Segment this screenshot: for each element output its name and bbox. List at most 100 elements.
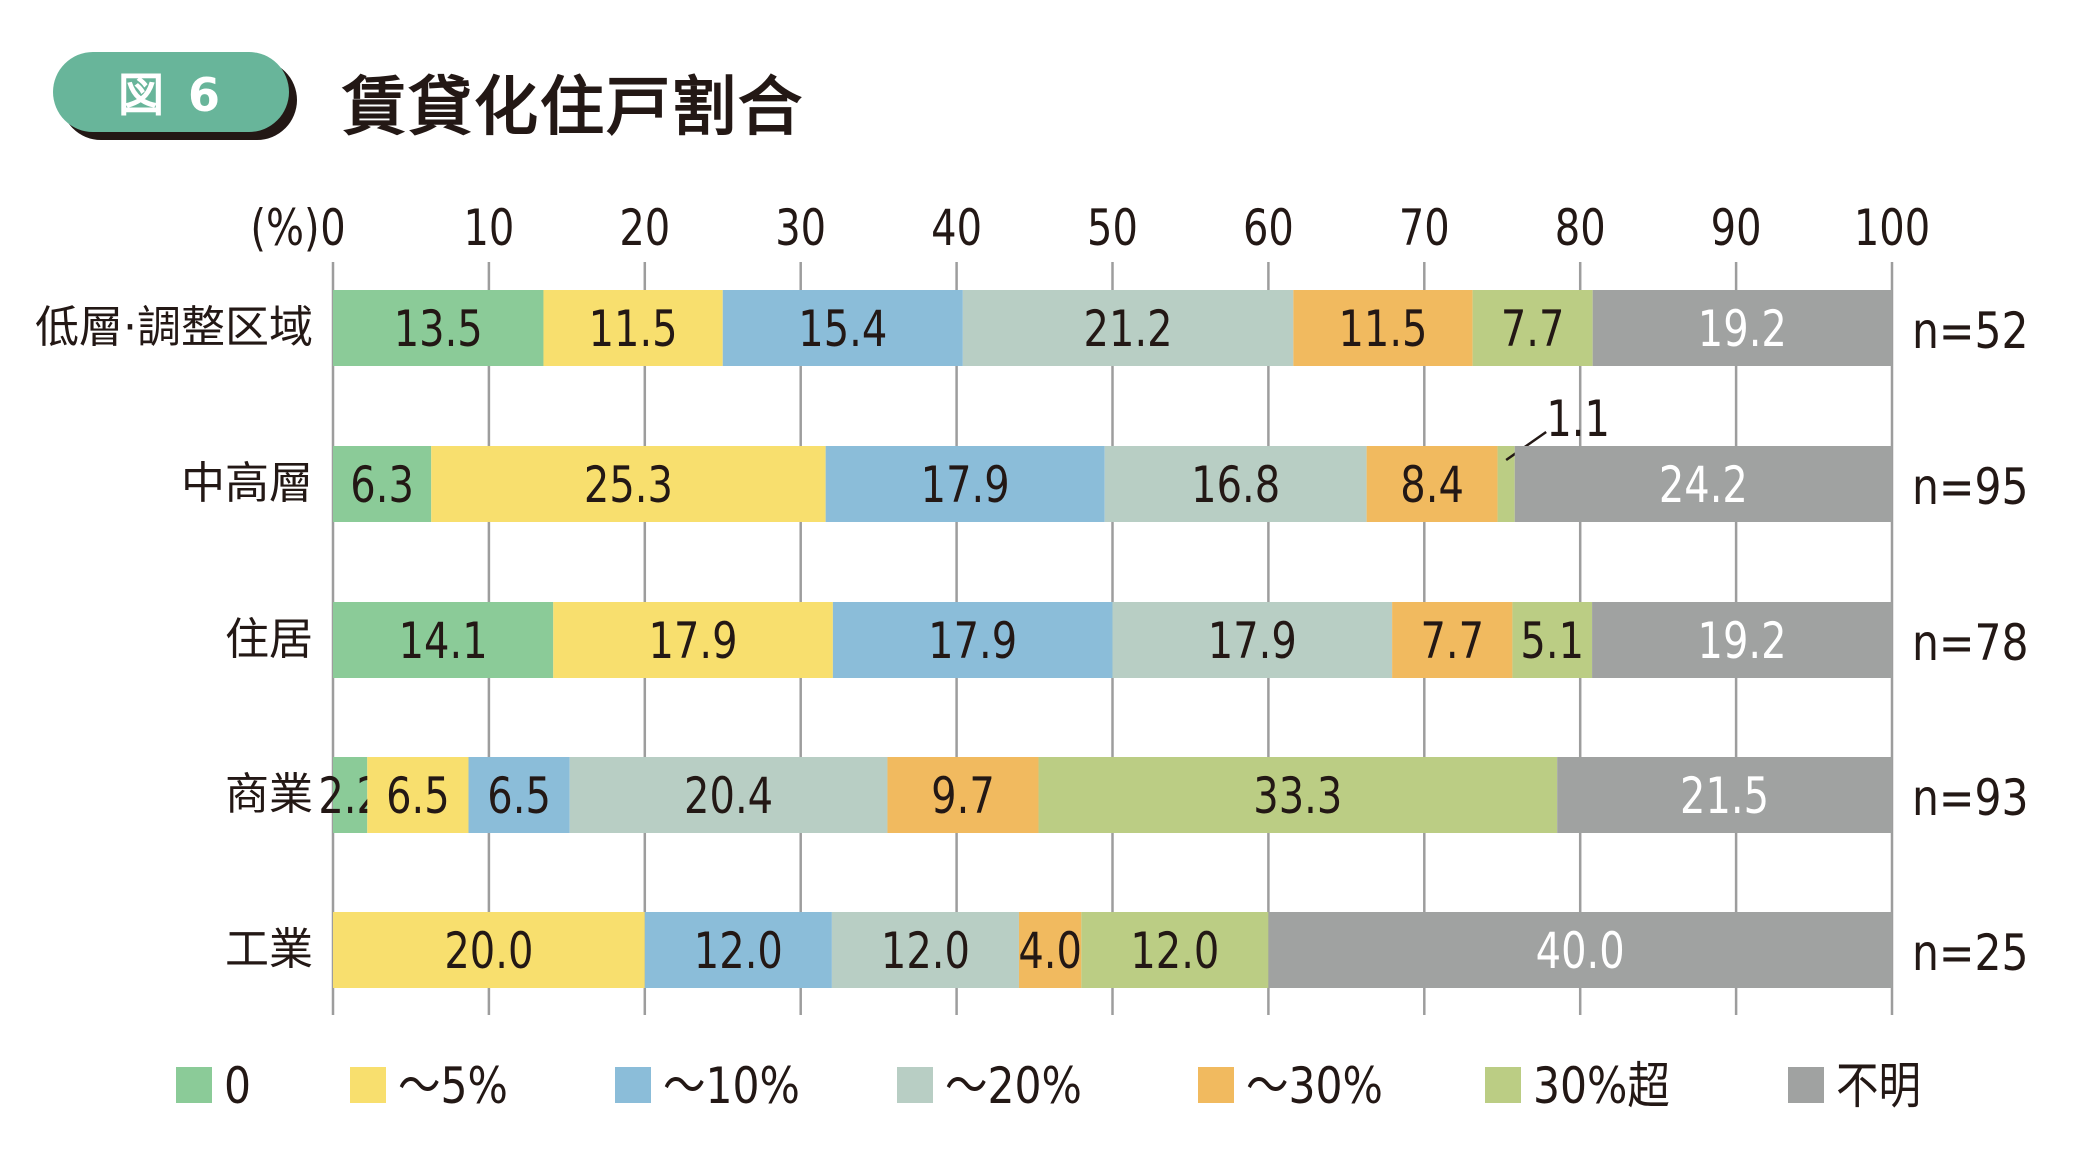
bar-segment [553, 602, 833, 678]
bar-segment [333, 446, 432, 522]
data-label: 15.4 [798, 300, 887, 359]
data-label: 6.5 [487, 767, 551, 826]
bar-segment [1112, 602, 1393, 678]
bar-segment [1392, 602, 1513, 678]
x-axis-unit-label: (%) [250, 199, 319, 258]
bar-segment [887, 757, 1039, 833]
data-label: 21.2 [1084, 300, 1173, 359]
data-label: 40.0 [1536, 922, 1625, 981]
sample-size-label: n=25 [1912, 924, 2029, 982]
legend-swatch [350, 1067, 386, 1103]
bar-segment [1081, 912, 1269, 988]
bar-segment [569, 757, 888, 833]
x-tick-label: 70 [1399, 199, 1450, 258]
legend-label: ～5% [398, 1057, 508, 1115]
data-label: 7.7 [1501, 300, 1565, 359]
data-label: 5.1 [1520, 612, 1584, 671]
bar-segment [333, 912, 645, 988]
x-tick-label: 0 [320, 199, 345, 258]
x-tick-label: 60 [1243, 199, 1294, 258]
x-tick-label: 20 [619, 199, 670, 258]
bar-segment [367, 757, 469, 833]
legend-label: ～30% [1246, 1057, 1383, 1115]
data-label: 9.7 [931, 767, 995, 826]
sample-size-label: n=93 [1912, 769, 2029, 827]
sample-size-label: n=52 [1912, 302, 2029, 360]
bar-segment [1018, 912, 1082, 988]
figure-badge: 図 6 [53, 52, 297, 140]
bar-segment [1293, 290, 1473, 366]
bar-segment [1366, 446, 1498, 522]
data-label: 6.3 [350, 456, 414, 515]
sample-size-label: n=95 [1912, 458, 2029, 516]
data-label: 12.0 [1130, 922, 1219, 981]
bar-segment [333, 757, 368, 833]
bar-segment [1512, 602, 1593, 678]
bar-segment [962, 290, 1294, 366]
bar-segment [1497, 446, 1515, 522]
bar-segment [543, 290, 723, 366]
category-label: 中高層 [181, 458, 313, 509]
sample-size-label: n=78 [1912, 614, 2029, 672]
data-label: 4.0 [1018, 922, 1082, 981]
legend-swatch [615, 1067, 651, 1103]
legend-swatch [1485, 1067, 1521, 1103]
data-label: 13.5 [394, 300, 483, 359]
legend-swatch [176, 1067, 212, 1103]
x-tick-label: 10 [463, 199, 514, 258]
bar-segment [1592, 290, 1892, 366]
data-label: 11.5 [1338, 300, 1427, 359]
data-label: 16.8 [1191, 456, 1280, 515]
legend-label: ～20% [945, 1057, 1082, 1115]
data-label: 7.7 [1420, 612, 1484, 671]
data-label: 17.9 [928, 612, 1017, 671]
x-tick-label: 100 [1854, 199, 1930, 258]
chart-title: 賃貸化住戸割合 [342, 71, 804, 145]
bar-segment [1514, 446, 1892, 522]
category-label: 低層·調整区域 [35, 302, 313, 353]
data-label: 12.0 [881, 922, 970, 981]
x-tick-label: 80 [1555, 199, 1606, 258]
bar-segment [722, 290, 963, 366]
bar-segment [825, 446, 1105, 522]
legend-label: 不明 [1836, 1057, 1921, 1115]
data-label: 17.9 [921, 456, 1010, 515]
category-label: 商業 [225, 769, 313, 820]
data-label: 19.2 [1698, 612, 1787, 671]
data-label: 11.5 [589, 300, 678, 359]
bar-segment [468, 757, 570, 833]
data-label: 19.2 [1698, 300, 1787, 359]
x-tick-label: 30 [775, 199, 826, 258]
bar-segment [431, 446, 826, 522]
data-label: 24.2 [1659, 456, 1748, 515]
data-label: 17.9 [1208, 612, 1297, 671]
data-label: 8.4 [1400, 456, 1464, 515]
data-label: 6.5 [386, 767, 450, 826]
data-label: 14.1 [399, 612, 488, 671]
bar-segment [1472, 290, 1593, 366]
x-tick-label: 50 [1087, 199, 1138, 258]
bar-segment [333, 602, 554, 678]
x-tick-label: 40 [931, 199, 982, 258]
figure-number: 図 6 [53, 52, 289, 132]
data-label: 33.3 [1253, 767, 1342, 826]
legend-swatch [897, 1067, 933, 1103]
data-label: 20.0 [444, 922, 533, 981]
bar-segment [1592, 602, 1892, 678]
category-label: 住居 [225, 614, 313, 665]
bar-segment [333, 290, 544, 366]
data-label: 12.0 [694, 922, 783, 981]
data-label: 1.1 [1546, 390, 1610, 449]
bar-segment [832, 602, 1113, 678]
bar-segment [1038, 757, 1558, 833]
bar-segment [1268, 912, 1892, 988]
data-label: 21.5 [1680, 767, 1769, 826]
data-label: 17.9 [649, 612, 738, 671]
data-label: 20.4 [684, 767, 773, 826]
category-label: 工業 [225, 924, 313, 975]
legend-swatch [1198, 1067, 1234, 1103]
data-label: 25.3 [584, 456, 673, 515]
x-tick-label: 90 [1711, 199, 1762, 258]
bar-segment [831, 912, 1019, 988]
